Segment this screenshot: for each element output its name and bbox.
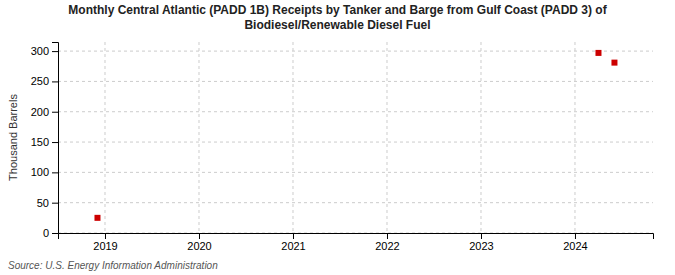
tick-label: 2019 bbox=[93, 240, 117, 252]
tick-label: 300 bbox=[31, 45, 49, 57]
tick-label: 2024 bbox=[563, 240, 587, 252]
grid-line-y bbox=[58, 142, 653, 143]
tick-mark bbox=[52, 203, 58, 204]
tick: 100 bbox=[31, 166, 58, 178]
tick-mark bbox=[52, 112, 58, 113]
tick: 0 bbox=[43, 227, 58, 239]
tick: 250 bbox=[31, 75, 58, 87]
chart-container: 2019 2020 2021 2022 2023 2024 0 50 100 150 200 250 3… bbox=[0, 0, 675, 275]
tick-label: 2023 bbox=[469, 240, 493, 252]
tick: 2019 bbox=[93, 233, 117, 252]
grid-line-y bbox=[58, 202, 653, 203]
point bbox=[94, 215, 100, 221]
grid-line-x bbox=[574, 42, 575, 233]
x-axis: 2019 2020 2021 2022 2023 2024 bbox=[59, 233, 654, 252]
grid-line-y bbox=[58, 111, 653, 112]
tick-mark bbox=[293, 233, 294, 239]
grid bbox=[58, 42, 653, 233]
tick-mark bbox=[52, 142, 58, 143]
tick-mark bbox=[52, 81, 58, 82]
tick-label: 2021 bbox=[281, 240, 305, 252]
point bbox=[611, 60, 617, 66]
tick-label: 250 bbox=[31, 75, 49, 87]
point bbox=[595, 50, 601, 56]
tick-mark bbox=[52, 51, 58, 52]
tick-mark bbox=[52, 172, 58, 173]
tick-label: 2020 bbox=[187, 240, 211, 252]
tick-label: 150 bbox=[31, 136, 49, 148]
tick-mark bbox=[105, 233, 106, 239]
y-axis: 0 50 100 150 200 250 300 bbox=[31, 43, 59, 240]
title-line: Monthly Central Atlantic (PADD 1B) Recei… bbox=[68, 3, 607, 17]
tick-label: 200 bbox=[31, 106, 49, 118]
axis-line bbox=[59, 234, 654, 240]
tick-mark bbox=[575, 233, 576, 239]
tick: 2023 bbox=[469, 233, 493, 252]
tick: 2022 bbox=[375, 233, 399, 252]
tick: 150 bbox=[31, 136, 58, 148]
tick-mark bbox=[481, 233, 482, 239]
axis-line bbox=[52, 43, 59, 234]
grid-line-y bbox=[58, 51, 653, 52]
tick-mark bbox=[52, 233, 58, 234]
tick-label: 50 bbox=[37, 197, 49, 209]
grid-line-y bbox=[58, 172, 653, 173]
title-line: Biodiesel/Renewable Diesel Fuel bbox=[244, 18, 430, 32]
tick-label: 2022 bbox=[375, 240, 399, 252]
chart-svg: 2019 2020 2021 2022 2023 2024 0 50 100 150 200 250 3… bbox=[0, 0, 675, 275]
tick: 50 bbox=[37, 197, 58, 209]
grid-line-x bbox=[480, 42, 481, 233]
title: Monthly Central Atlantic (PADD 1B) Recei… bbox=[68, 3, 607, 32]
tick-mark bbox=[199, 233, 200, 239]
tick: 2021 bbox=[281, 233, 305, 252]
grid-line-x bbox=[386, 42, 387, 233]
grid-line-x bbox=[292, 42, 293, 233]
tick: 2020 bbox=[187, 233, 211, 252]
tick: 200 bbox=[31, 106, 58, 118]
tick: 2024 bbox=[563, 233, 587, 252]
grid-line-x bbox=[198, 42, 199, 233]
tick-label: 0 bbox=[43, 227, 49, 239]
grid-line-y bbox=[58, 81, 653, 82]
source-note: Source: U.S. Energy Information Administ… bbox=[8, 260, 218, 271]
grid-line-x bbox=[104, 42, 105, 233]
y-axis-label: Thousand Barrels bbox=[7, 94, 19, 181]
tick-mark bbox=[387, 233, 388, 239]
marks bbox=[94, 50, 617, 221]
tick: 300 bbox=[31, 45, 58, 57]
plot-area: 2019 2020 2021 2022 2023 2024 0 50 100 150 200 250 3… bbox=[31, 42, 654, 252]
tick-label: 100 bbox=[31, 166, 49, 178]
